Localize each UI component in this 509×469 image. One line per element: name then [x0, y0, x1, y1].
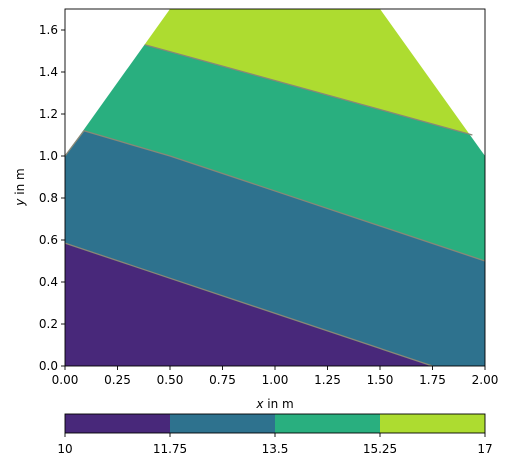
y-tick-label: 1.6 — [39, 23, 58, 37]
y-tick-label: 1.4 — [39, 65, 58, 79]
contour-line-1 — [64, 242, 433, 367]
colorbar-band-1 — [65, 414, 170, 433]
y-tick-label: 0.6 — [39, 233, 58, 247]
colorbar-tick-label: 13.5 — [262, 442, 289, 456]
contour-lines — [64, 44, 486, 367]
y-tick-label: 1.0 — [39, 149, 58, 163]
y-tick-label: 0.0 — [39, 359, 58, 373]
contour-line-3 — [144, 44, 473, 136]
x-axis: 0.00 0.25 0.50 0.75 1.00 1.25 1.50 1.75 2.00 — [52, 366, 499, 387]
colorbar-band-3 — [275, 414, 380, 433]
y-axis: 0.0 0.2 0.4 0.6 0.8 1.0 1.2 1.4 1.6 — [39, 23, 65, 373]
contour-line-2 — [64, 130, 486, 262]
colorbar-tick-label: 10 — [57, 442, 72, 456]
y-tick-label: 0.8 — [39, 191, 58, 205]
x-tick-label: 1.50 — [367, 373, 394, 387]
contour-bands — [65, 9, 485, 366]
colorbar-tick-label: 11.75 — [153, 442, 187, 456]
plot-area — [64, 9, 486, 367]
x-tick-label: 0.50 — [157, 373, 184, 387]
colorbar-band-2 — [170, 414, 275, 433]
colorbar: 10 11.75 13.5 15.25 17 — [57, 413, 493, 456]
x-tick-label: 0.00 — [52, 373, 79, 387]
x-tick-label: 1.75 — [419, 373, 446, 387]
y-axis-label: y in m — [13, 168, 27, 206]
x-tick-label: 0.75 — [209, 373, 236, 387]
colorbar-tick-label: 15.25 — [363, 442, 397, 456]
x-tick-label: 1.00 — [262, 373, 289, 387]
x-tick-label: 1.25 — [314, 373, 341, 387]
x-tick-label: 0.25 — [104, 373, 131, 387]
y-tick-label: 0.2 — [39, 317, 58, 331]
x-axis-label: x in m — [255, 397, 293, 411]
colorbar-tick-label: 17 — [477, 442, 492, 456]
colorbar-band-4 — [380, 414, 485, 433]
y-tick-label: 1.2 — [39, 107, 58, 121]
x-tick-label: 2.00 — [472, 373, 499, 387]
y-tick-label: 0.4 — [39, 275, 58, 289]
